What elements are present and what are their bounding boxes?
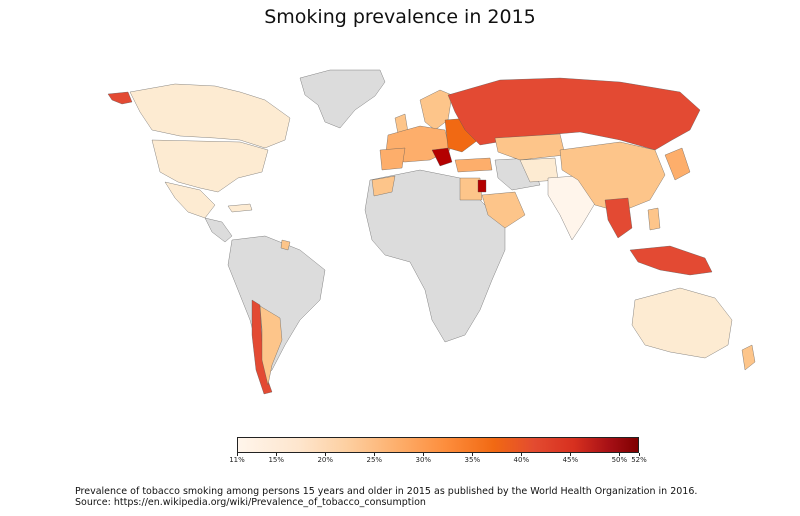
indonesia bbox=[629, 245, 713, 276]
map-title: Smoking prevalence in 2015 bbox=[264, 6, 536, 28]
arabia bbox=[481, 191, 526, 229]
colorbar-tick-label: 15% bbox=[268, 456, 284, 464]
cuba bbox=[227, 203, 253, 213]
colorbar-tick-mark bbox=[570, 453, 572, 456]
new-zealand bbox=[741, 344, 756, 371]
colorbar-tick-label: 52% bbox=[631, 456, 647, 464]
colorbar-tick-label: 40% bbox=[513, 456, 530, 464]
canada bbox=[129, 83, 291, 149]
turkey bbox=[454, 157, 493, 173]
russia bbox=[447, 77, 701, 151]
colorbar-tick-label: 25% bbox=[366, 456, 383, 464]
colorbar-tick-mark bbox=[619, 453, 621, 456]
korea-japan bbox=[664, 147, 691, 181]
china bbox=[559, 141, 666, 213]
colorbar-tick-mark bbox=[521, 453, 523, 456]
argentina bbox=[259, 305, 283, 386]
colorbar bbox=[237, 437, 639, 453]
colorbar-tick-mark bbox=[423, 453, 425, 456]
greenland bbox=[299, 69, 386, 129]
colorbar-tick-label: 35% bbox=[464, 456, 481, 464]
jordan bbox=[477, 179, 487, 193]
colorbar-tick-mark bbox=[374, 453, 376, 456]
indochina bbox=[604, 197, 633, 239]
caption-line-1: Prevalence of tobacco smoking among pers… bbox=[75, 486, 698, 497]
philippines bbox=[647, 207, 661, 231]
morocco bbox=[371, 175, 396, 197]
central-america bbox=[204, 217, 233, 243]
egypt bbox=[459, 177, 483, 201]
south-america bbox=[227, 235, 326, 381]
colorbar-tick-mark bbox=[325, 453, 327, 456]
australia bbox=[631, 287, 733, 359]
caption-line-2: Source: https://en.wikipedia.org/wiki/Pr… bbox=[75, 497, 426, 508]
colorbar-tick-label: 50% bbox=[611, 456, 628, 464]
colorbar-tick-label: 20% bbox=[317, 456, 334, 464]
colorbar-tick-label: 30% bbox=[415, 456, 432, 464]
colorbar-tick-label: 45% bbox=[562, 456, 579, 464]
usa bbox=[151, 139, 269, 193]
suriname bbox=[280, 239, 291, 251]
colorbar-tick-mark bbox=[639, 453, 640, 456]
colorbar-tick-mark bbox=[237, 453, 238, 456]
balkans bbox=[431, 147, 453, 167]
colorbar-tick-label: 11% bbox=[229, 456, 245, 464]
colorbar-tick-mark bbox=[472, 453, 474, 456]
kazakhstan bbox=[494, 133, 566, 161]
iberia bbox=[379, 147, 406, 171]
colorbar-tick-mark bbox=[276, 453, 278, 456]
caption: Prevalence of tobacco smoking among pers… bbox=[75, 486, 697, 508]
alaska bbox=[107, 91, 133, 105]
